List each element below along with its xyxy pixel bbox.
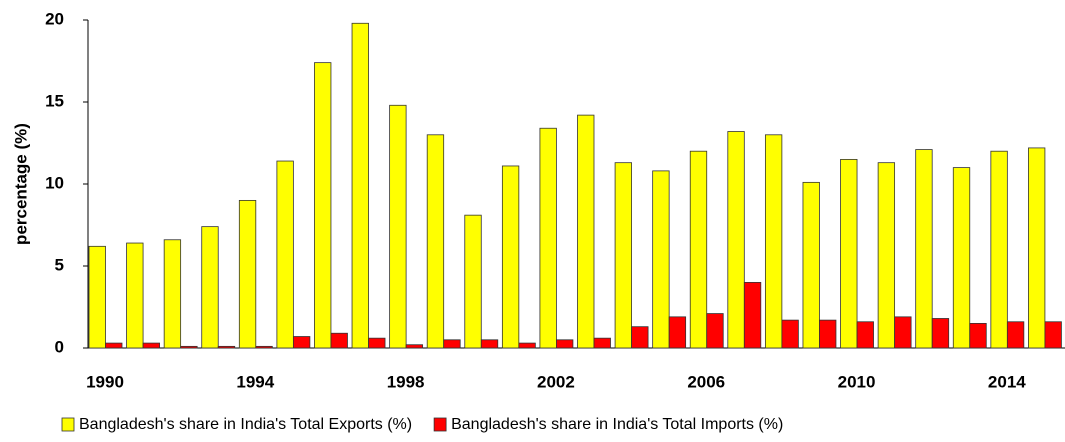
x-tick-label: 2014 <box>988 372 1026 391</box>
bar <box>126 242 144 349</box>
bar <box>389 104 407 349</box>
legend-swatch <box>61 417 75 432</box>
y-tick-label: 15 <box>45 91 64 110</box>
bar <box>276 160 294 349</box>
bar <box>894 316 912 349</box>
bar <box>840 158 858 349</box>
y-tick-label: 20 <box>45 9 64 28</box>
bar <box>781 319 799 349</box>
bar <box>217 345 236 349</box>
bar <box>443 339 461 349</box>
bar <box>292 336 311 349</box>
bar <box>652 170 670 349</box>
bar <box>405 344 424 349</box>
bar <box>631 326 649 349</box>
bar <box>1028 147 1046 349</box>
bar <box>314 62 332 349</box>
bar <box>351 22 369 349</box>
bar <box>706 313 724 349</box>
legend-label: Bangladesh's share in India's Total Impo… <box>451 416 783 433</box>
bar <box>238 199 257 349</box>
bar <box>593 337 611 349</box>
bar <box>990 150 1008 349</box>
y-tick-label: 10 <box>45 173 64 192</box>
x-tick-label: 2002 <box>537 372 575 391</box>
bar <box>931 318 950 349</box>
bar <box>501 165 520 349</box>
bar <box>426 134 445 349</box>
bar <box>163 239 182 349</box>
bar <box>88 245 106 349</box>
bar <box>201 226 219 349</box>
y-axis-label: percentage (%) <box>11 123 30 245</box>
legend-swatch <box>433 417 447 432</box>
bar <box>1044 321 1062 349</box>
bar <box>330 332 348 349</box>
bar <box>556 339 574 349</box>
bar <box>689 150 708 349</box>
bar <box>856 321 874 349</box>
x-tick-label: 1990 <box>86 372 124 391</box>
bar <box>464 214 482 349</box>
bar <box>539 127 557 349</box>
bar <box>915 149 933 349</box>
x-tick-label: 1994 <box>236 372 274 391</box>
bar <box>877 162 896 349</box>
bar <box>668 316 687 349</box>
bar <box>480 339 499 349</box>
bar <box>952 167 971 349</box>
bar <box>727 131 745 349</box>
bar <box>764 134 783 349</box>
bar <box>743 281 762 349</box>
x-tick-label: 2006 <box>687 372 725 391</box>
bar <box>614 162 632 349</box>
legend-label: Bangladesh's share in India's Total Expo… <box>79 416 412 433</box>
bar <box>802 181 820 349</box>
bar <box>368 337 386 349</box>
bar <box>1006 321 1025 349</box>
y-tick-label: 0 <box>55 337 64 356</box>
bar <box>180 345 198 349</box>
y-tick-label: 5 <box>55 255 64 274</box>
x-tick-label: 1998 <box>387 372 425 391</box>
bar <box>255 345 273 349</box>
bar <box>105 342 123 349</box>
bar <box>142 342 160 349</box>
x-tick-label: 2010 <box>838 372 876 391</box>
bar <box>819 319 837 349</box>
bar <box>969 322 987 349</box>
bar <box>518 342 536 349</box>
bar <box>577 114 595 349</box>
